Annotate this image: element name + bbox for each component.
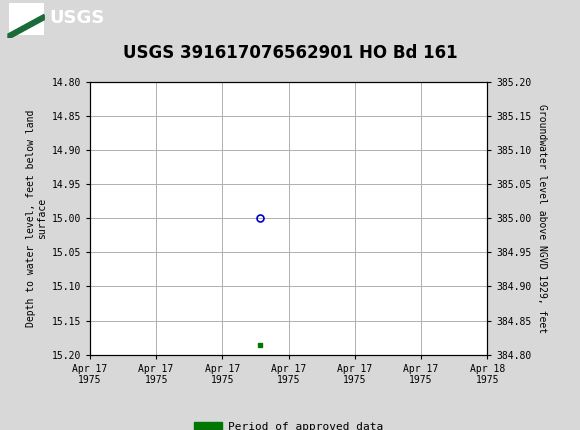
Text: USGS: USGS: [49, 9, 104, 27]
Legend: Period of approved data: Period of approved data: [190, 418, 387, 430]
Y-axis label: Groundwater level above NGVD 1929, feet: Groundwater level above NGVD 1929, feet: [537, 104, 547, 333]
Text: USGS 391617076562901 HO Bd 161: USGS 391617076562901 HO Bd 161: [123, 44, 457, 62]
Bar: [9, 3, 44, 35]
Y-axis label: Depth to water level, feet below land
surface: Depth to water level, feet below land su…: [26, 110, 48, 327]
